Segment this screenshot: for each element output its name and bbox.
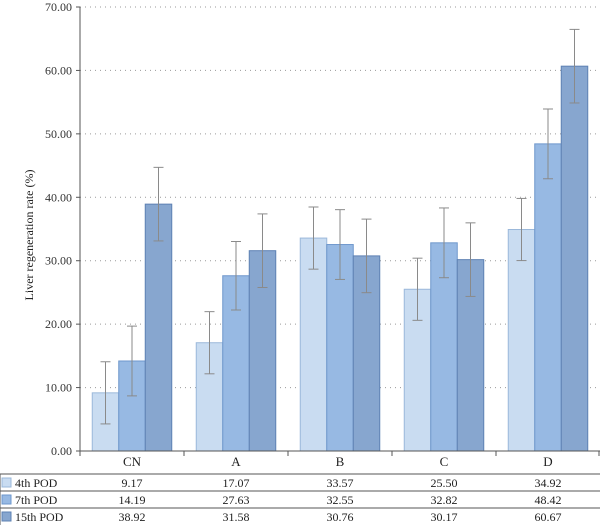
y-axis-label: Liver regeneration rate (%): [22, 170, 36, 301]
bar: [507, 229, 536, 452]
table-value: 32.55: [327, 493, 354, 507]
table-value: 30.17: [431, 510, 458, 524]
legend-label: 4th POD: [15, 476, 58, 490]
bar: [144, 203, 173, 452]
table-value: 31.58: [223, 510, 250, 524]
y-tick-label: 70.00: [45, 0, 72, 14]
bar: [560, 65, 589, 452]
bar: [299, 237, 328, 452]
legend-label: 7th POD: [15, 493, 58, 507]
x-tick-label: A: [231, 454, 241, 469]
y-tick-label: 20.00: [45, 317, 72, 331]
error-bars: [100, 28, 580, 425]
table-value: 48.42: [535, 493, 562, 507]
legend-swatch: [1, 494, 12, 505]
x-tick-label: CN: [123, 454, 142, 469]
table-value: 17.07: [223, 476, 250, 490]
table-value: 25.50: [431, 476, 458, 490]
legend-swatch: [1, 511, 12, 522]
x-tick-label: D: [543, 454, 552, 469]
table-value: 27.63: [223, 493, 250, 507]
table-value: 32.82: [431, 493, 458, 507]
table-value: 33.57: [327, 476, 354, 490]
table-value: 9.17: [122, 476, 143, 490]
bar: [534, 143, 562, 452]
y-tick-label: 50.00: [45, 127, 72, 141]
legend-swatch: [1, 477, 12, 488]
legend-label: 15th POD: [15, 510, 64, 524]
table-value: 60.67: [535, 510, 562, 524]
data-table: 4th POD 9.17 17.07 33.57 25.50 34.92 7th POD 14…: [0, 473, 600, 525]
x-tick-label: B: [336, 454, 345, 469]
x-tick-label: C: [440, 454, 449, 469]
y-tick-label: 60.00: [45, 63, 72, 77]
y-tick-label: 40.00: [45, 190, 72, 204]
y-tick-label: 10.00: [45, 381, 72, 395]
table-value: 34.92: [535, 476, 562, 490]
table-value: 30.76: [327, 510, 354, 524]
table-value: 38.92: [119, 510, 146, 524]
y-tick-label: 30.00: [45, 254, 72, 268]
y-tick-label: 0.00: [51, 444, 72, 458]
table-value: 14.19: [119, 493, 146, 507]
axes: 0.00 10.00 20.00 30.00 40.00 50.00 60.00 70.00 C…: [45, 0, 600, 469]
